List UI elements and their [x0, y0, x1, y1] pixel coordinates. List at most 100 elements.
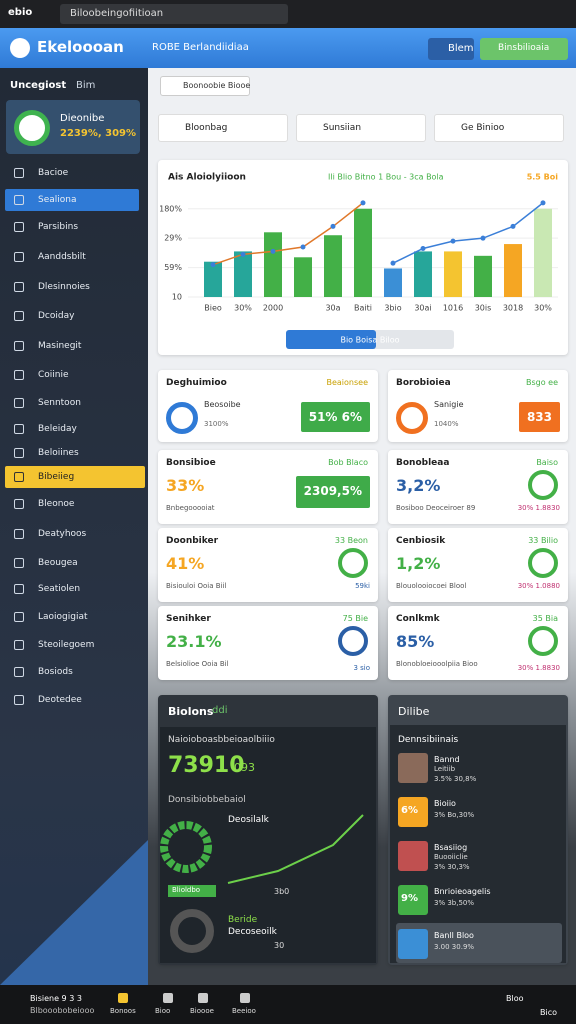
header-button[interactable]: Binsbilioaia	[480, 38, 568, 60]
list-value: 3.00 30.9%	[434, 943, 475, 951]
taskbar-icon[interactable]	[163, 993, 173, 1003]
filter[interactable]: Ge Binioo	[434, 114, 564, 142]
card-label: 41%	[166, 554, 205, 573]
card-label: 3,2%	[396, 476, 441, 495]
chart-title: Ais Aloiolyiioon	[168, 173, 246, 183]
filter[interactable]: Bloonbag	[158, 114, 288, 142]
taskbar-icon[interactable]	[118, 993, 128, 1003]
card-title: Borobioiea	[396, 378, 451, 388]
tag: Blioldbo	[168, 885, 216, 897]
taskbar-app[interactable]: Beeioo	[232, 1007, 256, 1015]
nav-label: Dcoiday	[38, 311, 75, 321]
nav-label: Masinegit	[38, 341, 82, 351]
point	[510, 223, 516, 229]
card-sub: Bisiouloi Ooia Biil	[166, 582, 227, 590]
nav-icon	[14, 695, 24, 705]
card-badge: 75 Bie	[342, 614, 368, 623]
header-button[interactable]: Blem	[428, 38, 474, 60]
bar	[534, 208, 552, 297]
card-sub: Bnbegooooiat	[166, 504, 215, 512]
panel-title: Biolons	[168, 705, 214, 718]
list-sub: Buooiiclie	[434, 853, 468, 861]
brand: Ekeloooan	[37, 38, 124, 56]
card-title: Senihker	[166, 614, 211, 624]
card-title: Cenbiosik	[396, 536, 446, 546]
list-name: Bsasiiog	[434, 843, 468, 852]
nav-icon	[14, 584, 24, 594]
nav-label: Steoilegoem	[38, 640, 95, 650]
nav-item[interactable]	[5, 364, 139, 386]
nav-icon	[14, 370, 24, 380]
address-bar[interactable]: Biloobeingofiitioan	[60, 4, 288, 24]
nav-label: Laoiogigiat	[38, 612, 88, 622]
nav-label: Beloiines	[38, 448, 79, 458]
taskbar-right[interactable]: Bico	[540, 1008, 558, 1017]
card-value: 51% 6%	[300, 402, 370, 432]
card-badge: Baiso	[536, 458, 558, 467]
panel-left: Biolons ddi Naioioboasbbeioaolbiiio 7391…	[158, 695, 378, 965]
bar	[414, 251, 432, 297]
nav-item[interactable]	[5, 189, 139, 211]
panel-heading: Naioioboasbbeioaolbiiio	[168, 735, 275, 745]
mini-line	[160, 814, 364, 884]
chart-subtitle: Ili Blio Bitno 1 Bou - 3ca Bola	[328, 173, 444, 182]
taskbar-app[interactable]: Bioo	[155, 1007, 171, 1015]
header-search[interactable]: ROBE Berlandiidiaa	[152, 42, 249, 53]
card-label: Sanigie	[434, 400, 464, 409]
panel-right: Dilibe Dennsibiinais Bannd Leitiib 3.5% 30…	[388, 695, 568, 965]
app-name: ebio	[8, 7, 33, 18]
nav-label: Dlesinnoies	[38, 282, 90, 292]
card-value: 833	[518, 402, 560, 432]
list-name: Banll Bloo	[434, 931, 474, 940]
sidebar-shape	[0, 840, 148, 985]
nav-icon	[14, 222, 24, 232]
bar	[324, 235, 342, 297]
main-search[interactable]: Boonoobie Biooe	[160, 76, 250, 96]
nav-item[interactable]	[5, 466, 145, 488]
nav-icon	[14, 558, 24, 568]
label-value: 30	[274, 941, 285, 950]
card-sub: Bosiboo Deoceiroer 89	[396, 504, 476, 512]
bar	[444, 251, 462, 297]
taskbar-app[interactable]: Bonoos	[110, 1007, 136, 1015]
stat-card: Senihker 75 Bie 23.1% Belsiolioe Ooia Bil 3 …	[158, 606, 378, 680]
stat-card: Bonobleaa Baiso 3,2% Bosiboo Deoceiroer 89 3…	[388, 450, 568, 524]
bar	[294, 257, 312, 297]
nav-item[interactable]	[5, 162, 139, 184]
panel-title: Dilibe	[398, 705, 430, 718]
line	[212, 202, 364, 266]
card-label: Beosoibe	[204, 400, 241, 409]
taskbar-right[interactable]: Bloo	[506, 994, 524, 1003]
x-tick-label: 2000	[263, 304, 283, 313]
ring	[528, 548, 558, 578]
taskbar-icon[interactable]	[240, 993, 250, 1003]
y-tick-label: 10	[172, 293, 182, 302]
nav-icon	[14, 448, 24, 458]
card-title: Doonbiker	[166, 536, 219, 546]
range-label: Bio Boisa Biloo	[340, 336, 399, 345]
sidebar-tag: Bim	[76, 80, 96, 91]
ring	[166, 402, 198, 434]
point	[420, 245, 426, 251]
y-tick-label: 29%	[164, 234, 182, 243]
sidebar-title: Uncegiost	[10, 80, 67, 91]
nav-label: Senntoon	[38, 398, 81, 408]
x-tick-label: 30%	[534, 304, 552, 313]
card-label: 23.1%	[166, 632, 222, 651]
taskbar-user: Bisiene 9 3 3	[30, 994, 82, 1003]
taskbar-app[interactable]: Bioooe	[190, 1007, 214, 1015]
stat-card: Borobioiea Bsgo ee Sanigie 1040% 833	[388, 370, 568, 442]
nav-icon	[14, 398, 24, 408]
filter[interactable]: Sunsiian	[296, 114, 426, 142]
point	[540, 200, 546, 206]
ring	[528, 470, 558, 500]
nav-label: Seatiolen	[38, 584, 81, 594]
ring	[396, 402, 428, 434]
x-tick-label: 30is	[475, 304, 492, 313]
profile-value: 2239%, 309%	[60, 128, 137, 139]
taskbar-icon[interactable]	[198, 993, 208, 1003]
nav-icon	[14, 282, 24, 292]
bar	[354, 208, 372, 297]
x-tick-label: 30%	[234, 304, 252, 313]
